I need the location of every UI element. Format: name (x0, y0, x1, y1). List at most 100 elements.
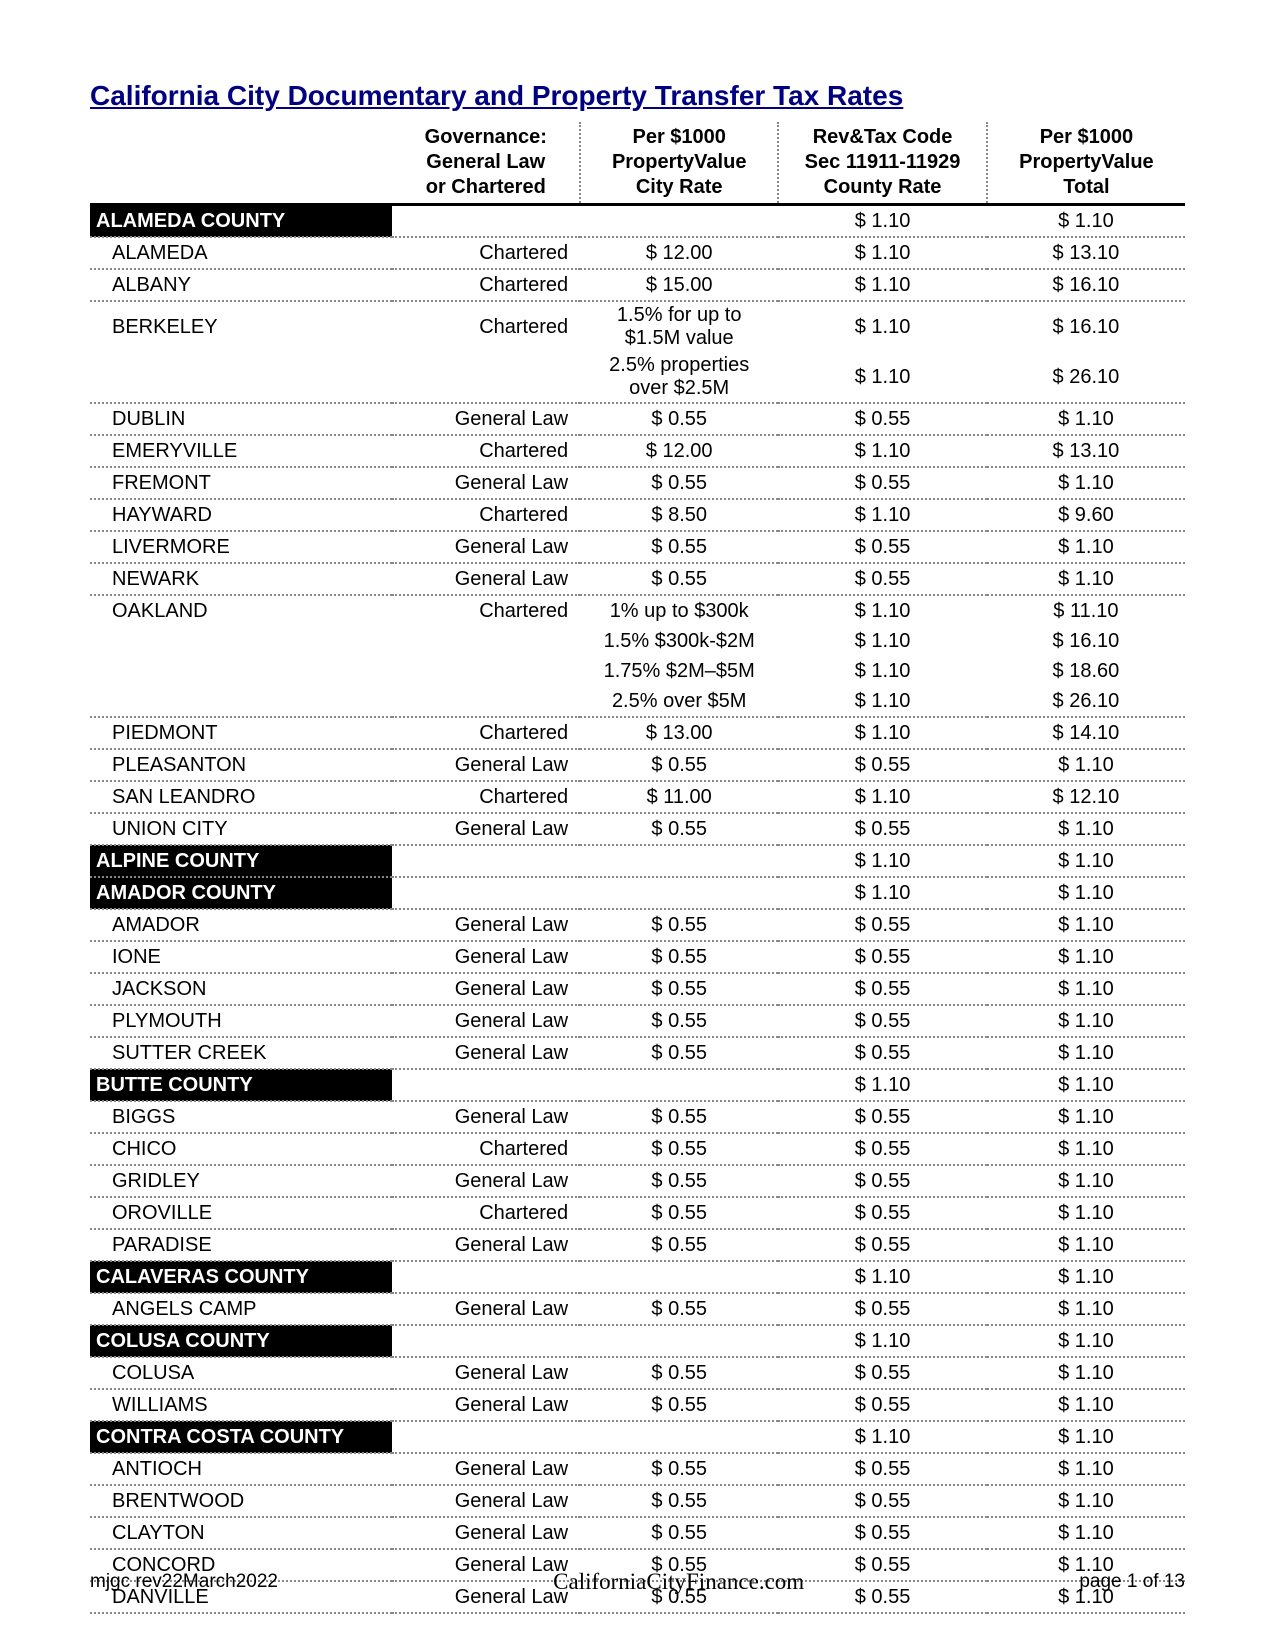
name: ALBANY (90, 269, 392, 301)
governance: Chartered (392, 435, 580, 467)
total: $ 1.10 (987, 1069, 1185, 1101)
governance: General Law (392, 909, 580, 941)
name: CALAVERAS COUNTY (90, 1261, 392, 1293)
city-row: 1.75% $2M–$5M$ 1.10$ 18.60 (90, 656, 1185, 686)
city-rate (580, 1261, 778, 1293)
county-row: ALPINE COUNTY$ 1.10$ 1.10 (90, 845, 1185, 877)
city-row: ALBANYChartered$ 15.00$ 1.10$ 16.10 (90, 269, 1185, 301)
footer-site: CaliforniaCityFinance.com (553, 1569, 804, 1595)
governance: General Law (392, 563, 580, 595)
name: COLUSA (90, 1357, 392, 1389)
city-rate: $ 0.55 (580, 813, 778, 845)
governance: General Law (392, 941, 580, 973)
city-row: DUBLINGeneral Law$ 0.55$ 0.55$ 1.10 (90, 403, 1185, 435)
governance: General Law (392, 1357, 580, 1389)
total: $ 1.10 (987, 813, 1185, 845)
name: BERKELEY (90, 301, 392, 352)
governance: General Law (392, 1293, 580, 1325)
governance: General Law (392, 749, 580, 781)
county-rate: $ 0.55 (778, 941, 987, 973)
governance: General Law (392, 403, 580, 435)
city-rate: $ 0.55 (580, 1229, 778, 1261)
city-rate (580, 877, 778, 909)
county-row: ALAMEDA COUNTY$ 1.10$ 1.10 (90, 205, 1185, 238)
city-row: OROVILLEChartered$ 0.55$ 0.55$ 1.10 (90, 1197, 1185, 1229)
city-rate: $ 0.55 (580, 1197, 778, 1229)
county-rate: $ 0.55 (778, 1293, 987, 1325)
city-row: PIEDMONTChartered$ 13.00$ 1.10$ 14.10 (90, 717, 1185, 749)
total: $ 12.10 (987, 781, 1185, 813)
county-rate: $ 0.55 (778, 749, 987, 781)
total: $ 16.10 (987, 269, 1185, 301)
county-rate: $ 0.55 (778, 1005, 987, 1037)
name: GRIDLEY (90, 1165, 392, 1197)
total: $ 1.10 (987, 1037, 1185, 1069)
total: $ 1.10 (987, 1101, 1185, 1133)
city-rate: $ 0.55 (580, 563, 778, 595)
governance (392, 1421, 580, 1453)
city-rate (580, 205, 778, 238)
county-rate: $ 0.55 (778, 1517, 987, 1549)
city-rate: $ 0.55 (580, 1005, 778, 1037)
city-rate: 1% up to $300k (580, 595, 778, 626)
county-rate: $ 0.55 (778, 1037, 987, 1069)
name: WILLIAMS (90, 1389, 392, 1421)
name: PLEASANTON (90, 749, 392, 781)
city-rate: $ 15.00 (580, 269, 778, 301)
county-rate: $ 1.10 (778, 1261, 987, 1293)
governance (392, 205, 580, 238)
governance: General Law (392, 813, 580, 845)
city-rate (580, 1069, 778, 1101)
governance (392, 877, 580, 909)
city-rate (580, 845, 778, 877)
city-row: AMADORGeneral Law$ 0.55$ 0.55$ 1.10 (90, 909, 1185, 941)
page-title: California City Documentary and Property… (90, 80, 1185, 112)
county-rate: $ 0.55 (778, 1229, 987, 1261)
total: $ 1.10 (987, 1005, 1185, 1037)
city-rate: $ 0.55 (580, 1165, 778, 1197)
county-rate: $ 0.55 (778, 1389, 987, 1421)
city-row: BIGGSGeneral Law$ 0.55$ 0.55$ 1.10 (90, 1101, 1185, 1133)
city-rate: 1.75% $2M–$5M (580, 656, 778, 686)
governance: General Law (392, 1229, 580, 1261)
name: BRENTWOOD (90, 1485, 392, 1517)
county-rate: $ 1.10 (778, 717, 987, 749)
total: $ 26.10 (987, 352, 1185, 403)
total: $ 13.10 (987, 435, 1185, 467)
governance: General Law (392, 973, 580, 1005)
city-row: 1.5% $300k-$2M$ 1.10$ 16.10 (90, 626, 1185, 656)
name: HAYWARD (90, 499, 392, 531)
name: ALPINE COUNTY (90, 845, 392, 877)
name: FREMONT (90, 467, 392, 499)
governance (392, 626, 580, 656)
name: IONE (90, 941, 392, 973)
governance: General Law (392, 1005, 580, 1037)
governance: General Law (392, 531, 580, 563)
city-rate: $ 8.50 (580, 499, 778, 531)
city-row: SUTTER CREEKGeneral Law$ 0.55$ 0.55$ 1.1… (90, 1037, 1185, 1069)
header-county-rate: Rev&Tax CodeSec 11911-11929County Rate (778, 122, 987, 205)
county-rate: $ 1.10 (778, 656, 987, 686)
total: $ 18.60 (987, 656, 1185, 686)
name: ANGELS CAMP (90, 1293, 392, 1325)
county-rate: $ 1.10 (778, 686, 987, 717)
total: $ 1.10 (987, 1133, 1185, 1165)
name: COLUSA COUNTY (90, 1325, 392, 1357)
county-rate: $ 0.55 (778, 1197, 987, 1229)
city-row: CLAYTONGeneral Law$ 0.55$ 0.55$ 1.10 (90, 1517, 1185, 1549)
county-rate: $ 1.10 (778, 205, 987, 238)
city-row: 2.5% over $5M$ 1.10$ 26.10 (90, 686, 1185, 717)
total: $ 1.10 (987, 909, 1185, 941)
total: $ 26.10 (987, 686, 1185, 717)
governance: Chartered (392, 1133, 580, 1165)
city-row: BRENTWOODGeneral Law$ 0.55$ 0.55$ 1.10 (90, 1485, 1185, 1517)
header-governance: Governance:General Lawor Chartered (392, 122, 580, 205)
city-row: ANGELS CAMPGeneral Law$ 0.55$ 0.55$ 1.10 (90, 1293, 1185, 1325)
total: $ 1.10 (987, 1389, 1185, 1421)
page-footer: mjgc rev22March2022 CaliforniaCityFinanc… (90, 1569, 1185, 1595)
city-rate: $ 0.55 (580, 403, 778, 435)
name: PLYMOUTH (90, 1005, 392, 1037)
total: $ 1.10 (987, 1197, 1185, 1229)
governance: Chartered (392, 269, 580, 301)
city-rate: 1.5% for up to$1.5M value (580, 301, 778, 352)
